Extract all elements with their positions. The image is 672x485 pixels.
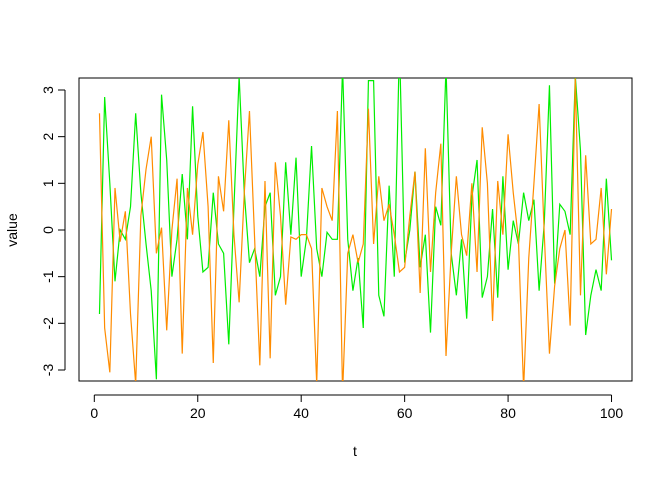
y-tick-label: -1 <box>40 270 56 283</box>
y-tick-label: 0 <box>40 226 56 234</box>
plot-area <box>98 78 613 381</box>
x-tick-label: 80 <box>500 405 516 421</box>
x-tick-label: 40 <box>293 405 309 421</box>
plot-box <box>78 77 633 382</box>
y-tick-label: -3 <box>40 364 56 377</box>
y-axis-title: value <box>4 213 20 247</box>
x-tick-label: 100 <box>600 405 624 421</box>
series-line <box>98 78 613 380</box>
x-tick-label: 20 <box>190 405 206 421</box>
y-tick-label: -2 <box>40 317 56 330</box>
x-axis-title: t <box>353 443 357 459</box>
series-line <box>98 78 613 381</box>
y-tick-label: 1 <box>40 179 56 187</box>
y-tick-label: 3 <box>40 86 56 94</box>
x-tick-label: 0 <box>90 405 98 421</box>
y-tick-label: 2 <box>40 133 56 141</box>
x-tick-label: 60 <box>397 405 413 421</box>
